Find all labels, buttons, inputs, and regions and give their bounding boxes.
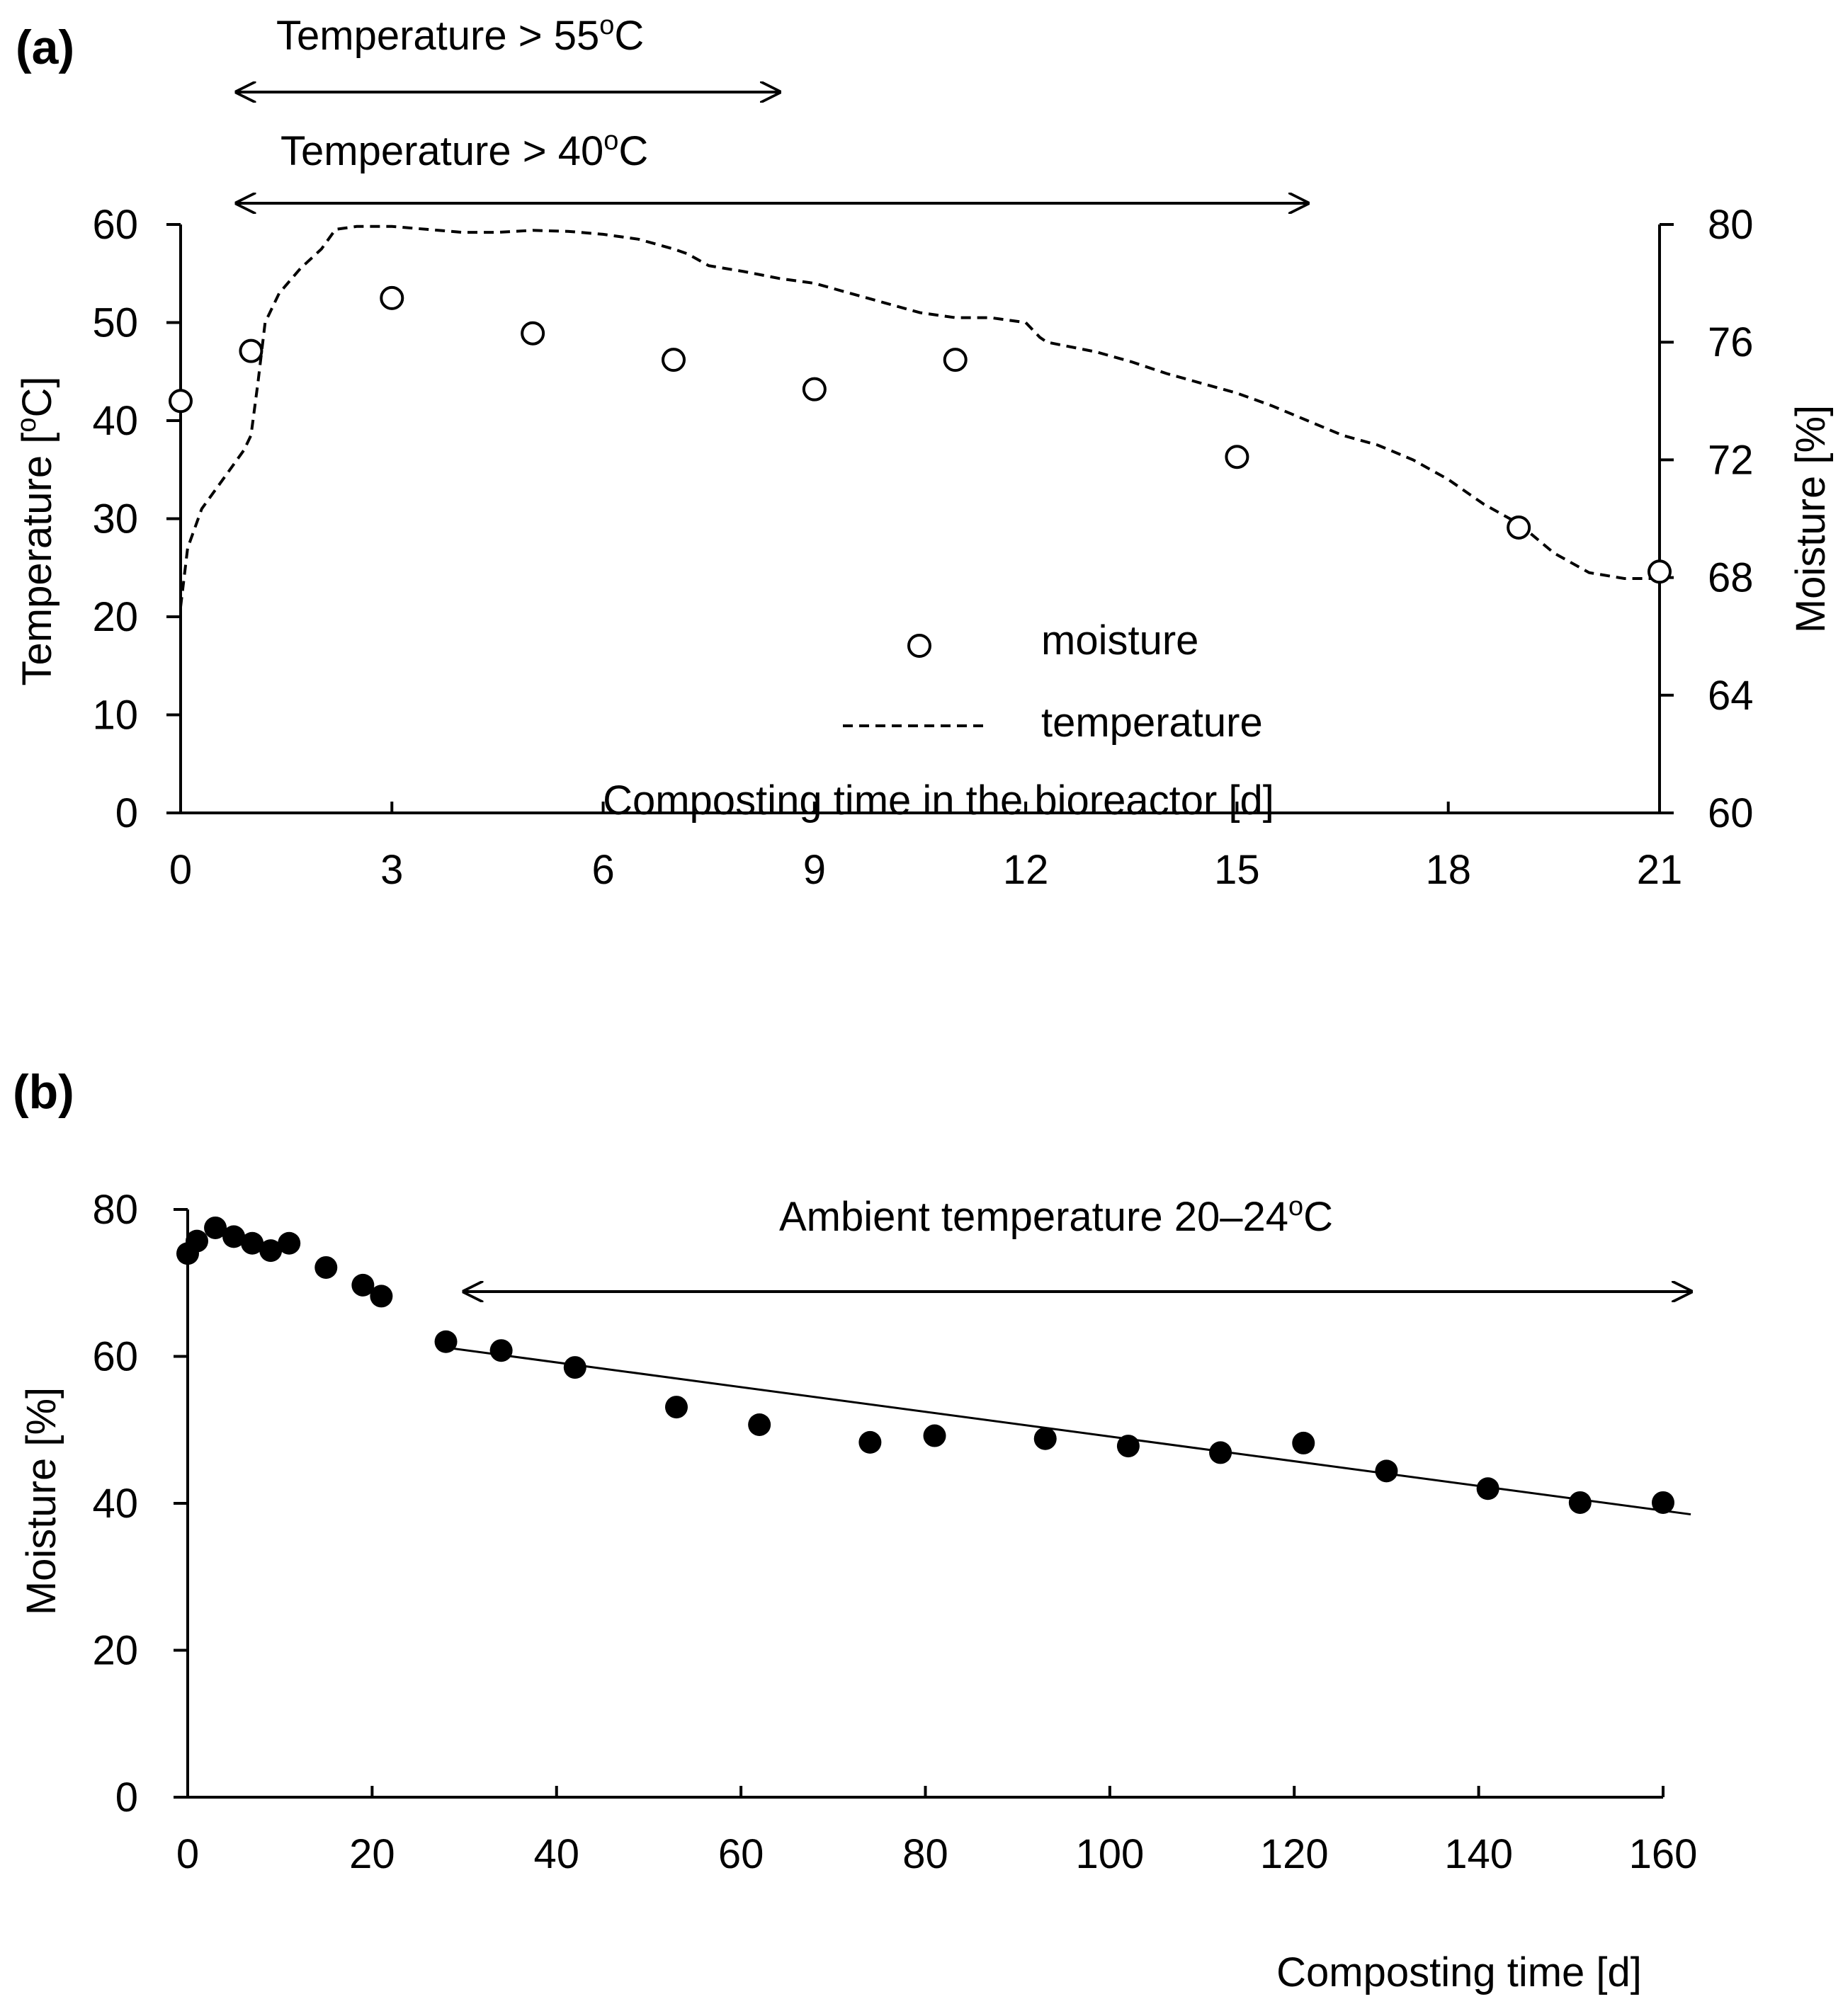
moisture-point [1476,1477,1499,1500]
moisture-point [802,377,827,402]
moisture-point [222,1225,246,1248]
y-right-tick-label: 72 [1708,437,1754,483]
legend-moisture-marker [907,634,931,658]
y-tick-label: 40 [92,1481,138,1527]
panel-a-label: (a) [16,21,74,74]
x-tick-label: 160 [1629,1831,1698,1877]
moisture-point [1568,1491,1592,1514]
moisture-point [186,1229,209,1253]
chart-a-x-ticks: 0 3 6 9 12 15 18 21 [169,802,1682,893]
x-tick-label: 3 [380,847,403,893]
chart-a-y-axis-left-label: Temperature [oC] [12,377,60,686]
moisture-point [351,1273,375,1297]
chart-a-legend: moisture temperature [843,617,1263,746]
moisture-point [259,1239,283,1263]
x-tick-label: 120 [1260,1831,1329,1877]
moisture-point [923,1424,946,1447]
moisture-point [1033,1427,1057,1450]
y-right-tick-label: 80 [1708,202,1754,248]
moisture-point [278,1231,301,1255]
moisture-point [1225,445,1249,469]
moisture-point [1116,1435,1140,1458]
chart-a-annotations: Temperature > 55oC Temperature > 40oC [237,11,1308,203]
x-tick-label: 18 [1425,847,1471,893]
y-tick-label: 80 [92,1187,138,1233]
legend-temperature-label: temperature [1041,700,1263,746]
moisture-point [521,321,545,346]
moisture-point [664,1396,688,1419]
x-tick-label: 60 [718,1831,764,1877]
x-tick-label: 12 [1003,847,1049,893]
moisture-point [204,1216,227,1239]
chart-a: Temperature > 55oC Temperature > 40oC 0 3… [12,11,1834,893]
chart-b-annotations: Ambient temperature 20–24oC [465,1192,1691,1292]
x-tick-label: 6 [591,847,614,893]
series-moisture-points [169,285,1672,584]
chart-b-y-axis-label: Moisture [%] [18,1387,64,1615]
moisture-point [662,348,686,372]
moisture-point [434,1330,458,1353]
annotation-ambient-label: Ambient temperature 20–24oC [779,1192,1333,1240]
moisture-point [169,389,193,414]
y-right-tick-label: 68 [1708,555,1754,601]
moisture-point [1507,515,1531,540]
moisture-point [241,1231,264,1255]
y-tick-label: 0 [115,1775,138,1821]
y-right-tick-label: 76 [1708,319,1754,365]
moisture-point [858,1430,882,1454]
moisture-point [314,1255,338,1279]
x-tick-label: 0 [176,1831,199,1877]
moisture-point [748,1413,771,1436]
chart-b-y-ticks: 0 20 40 60 80 [92,1187,188,1821]
series-temperature-line [179,224,1660,608]
moisture-point [370,1285,393,1308]
y-left-tick-label: 40 [92,398,138,444]
moisture-point [1209,1441,1232,1464]
panel-b-label: (b) [13,1065,74,1119]
moisture-point [1648,559,1672,584]
y-right-tick-label: 60 [1708,790,1754,836]
y-tick-label: 60 [92,1334,138,1380]
y-left-tick-label: 60 [92,202,138,248]
moisture-point [943,348,968,372]
moisture-point [239,338,263,363]
moisture-point [489,1339,513,1362]
x-tick-label: 140 [1444,1831,1513,1877]
x-tick-label: 9 [803,847,826,893]
legend-moisture-label: moisture [1041,617,1198,664]
chart-b-x-axis-label: Composting time [d] [1276,1949,1642,1995]
y-left-tick-label: 30 [92,496,138,542]
y-left-tick-label: 0 [115,790,138,836]
x-tick-label: 21 [1637,847,1683,893]
x-tick-label: 40 [533,1831,579,1877]
x-tick-label: 15 [1214,847,1260,893]
moisture-point [1292,1431,1315,1454]
annotation-40c-label: Temperature > 40oC [280,126,648,174]
x-tick-label: 80 [902,1831,948,1877]
chart-a-y-ticks-left: 0 10 20 30 40 50 60 [92,202,181,836]
chart-a-x-axis-label: Composting time in the bioreactor [d] [603,778,1274,824]
y-right-tick-label: 64 [1708,673,1754,719]
series-moisture-points [176,1216,1674,1514]
y-left-tick-label: 50 [92,300,138,346]
annotation-55c-label: Temperature > 55oC [276,11,644,59]
chart-b-x-ticks: 0 20 40 60 80 100 120 140 160 [176,1786,1698,1877]
moisture-point [380,285,404,310]
x-tick-label: 20 [349,1831,395,1877]
series-trend-line [446,1346,1691,1516]
chart-a-y-ticks-right: 60 64 68 72 76 80 [1660,202,1754,836]
x-tick-label: 100 [1075,1831,1144,1877]
y-tick-label: 20 [92,1628,138,1674]
moisture-point [1652,1491,1674,1514]
x-tick-label: 0 [169,847,192,893]
y-left-tick-label: 20 [92,594,138,640]
moisture-point [563,1356,586,1379]
y-left-tick-label: 10 [92,693,138,739]
chart-b: Ambient temperature 20–24oC 0 20 40 60 80 100… [18,1187,1697,1995]
moisture-point [1375,1459,1398,1483]
chart-a-y-axis-right-label: Moisture [%] [1788,405,1834,633]
